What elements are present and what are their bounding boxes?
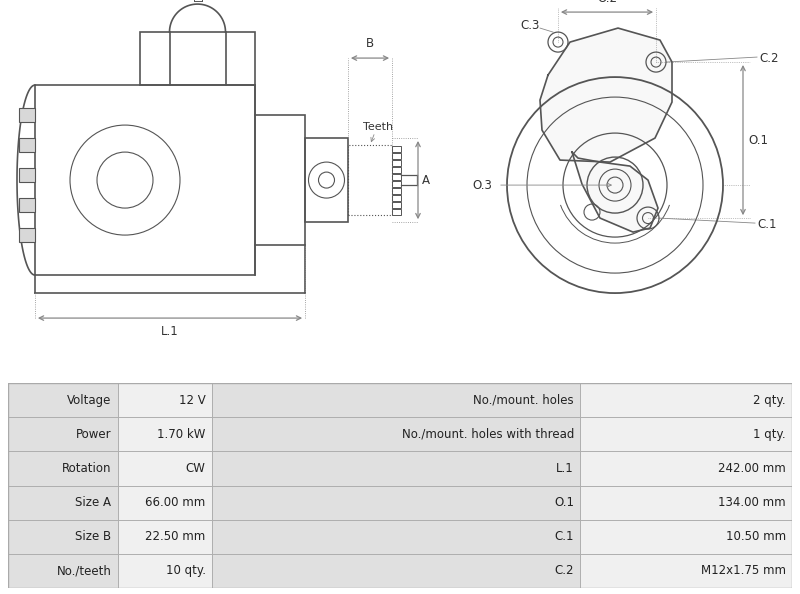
Bar — [118, 486, 212, 520]
Text: Power: Power — [76, 428, 111, 441]
Text: O.1: O.1 — [748, 134, 768, 147]
Text: C.2: C.2 — [554, 564, 574, 577]
Text: Voltage: Voltage — [67, 394, 111, 407]
Bar — [8, 418, 118, 451]
Text: 66.00 mm: 66.00 mm — [146, 496, 206, 509]
Text: B: B — [366, 37, 374, 50]
Bar — [348, 145, 392, 215]
Bar — [580, 418, 792, 451]
Bar — [19, 138, 35, 152]
Text: 10.50 mm: 10.50 mm — [726, 530, 786, 544]
Text: No./mount. holes: No./mount. holes — [474, 394, 574, 407]
Bar — [212, 383, 580, 418]
Bar — [392, 188, 401, 194]
Bar — [212, 554, 580, 588]
Bar — [580, 520, 792, 554]
Bar — [118, 520, 212, 554]
Bar — [8, 486, 118, 520]
Text: No./teeth: No./teeth — [57, 564, 111, 577]
Text: 22.50 mm: 22.50 mm — [146, 530, 206, 544]
Bar — [580, 383, 792, 418]
Text: 242.00 mm: 242.00 mm — [718, 462, 786, 475]
Polygon shape — [572, 152, 658, 232]
Bar — [118, 383, 212, 418]
Bar — [19, 108, 35, 122]
Text: 12 V: 12 V — [179, 394, 206, 407]
Bar — [580, 451, 792, 486]
Text: C.2: C.2 — [759, 52, 778, 65]
Polygon shape — [540, 28, 672, 162]
Bar — [8, 451, 118, 486]
Bar — [19, 198, 35, 212]
Text: Size A: Size A — [75, 496, 111, 509]
Bar — [8, 383, 118, 418]
Text: C.1: C.1 — [554, 530, 574, 544]
Bar — [212, 418, 580, 451]
Bar — [118, 554, 212, 588]
Bar — [19, 228, 35, 242]
Text: 1.70 kW: 1.70 kW — [157, 428, 206, 441]
Bar — [392, 153, 401, 159]
Bar — [580, 554, 792, 588]
Text: 10 qty.: 10 qty. — [166, 564, 206, 577]
Text: 1 qty.: 1 qty. — [753, 428, 786, 441]
Text: Rotation: Rotation — [62, 462, 111, 475]
Text: O.3: O.3 — [472, 179, 492, 192]
Text: O.1: O.1 — [554, 496, 574, 509]
Bar — [392, 146, 401, 151]
Text: O.2: O.2 — [597, 0, 617, 5]
Bar — [140, 32, 255, 85]
Text: C.3: C.3 — [521, 18, 540, 31]
Bar — [118, 451, 212, 486]
Bar — [580, 486, 792, 520]
Text: L.1: L.1 — [161, 325, 179, 338]
Text: Size B: Size B — [75, 530, 111, 544]
Bar — [305, 138, 348, 222]
Text: C.1: C.1 — [757, 217, 777, 230]
Bar — [392, 160, 401, 166]
Text: CW: CW — [186, 462, 206, 475]
Text: 2 qty.: 2 qty. — [753, 394, 786, 407]
Bar — [392, 181, 401, 187]
Bar — [212, 520, 580, 554]
Bar — [118, 418, 212, 451]
Bar — [212, 486, 580, 520]
Bar — [392, 174, 401, 180]
Bar — [35, 85, 255, 275]
Bar — [19, 168, 35, 182]
Bar — [8, 554, 118, 588]
Text: L.1: L.1 — [556, 462, 574, 475]
Bar — [8, 520, 118, 554]
Text: A: A — [422, 173, 430, 187]
Text: M12x1.75 mm: M12x1.75 mm — [701, 564, 786, 577]
Text: Teeth: Teeth — [363, 122, 393, 132]
Text: No./mount. holes with thread: No./mount. holes with thread — [402, 428, 574, 441]
Text: 134.00 mm: 134.00 mm — [718, 496, 786, 509]
Bar — [392, 202, 401, 208]
Bar — [212, 451, 580, 486]
Bar — [255, 115, 305, 245]
Bar — [392, 208, 401, 214]
Bar — [392, 195, 401, 201]
Bar — [392, 167, 401, 173]
